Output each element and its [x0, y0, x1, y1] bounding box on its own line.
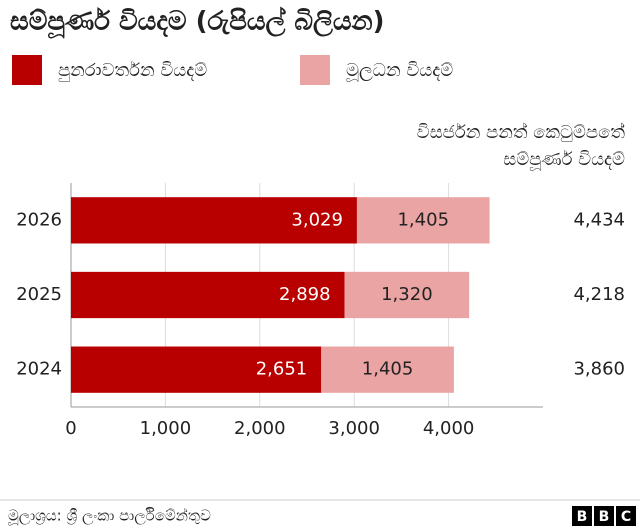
totals-header: විසර්ජන පනත් කෙටුම්පතේ	[417, 122, 626, 143]
y-tick-label: 2026	[16, 209, 62, 230]
value-label: 2,651	[256, 359, 308, 380]
logo-letter: B	[599, 509, 610, 525]
legend-label: පුනරාවර්තන වියදම්	[58, 60, 207, 81]
logo-box	[616, 506, 636, 526]
x-tick-label: 0	[65, 418, 76, 439]
y-tick-label: 2025	[16, 284, 62, 305]
bar-segment	[356, 197, 490, 244]
bar-segment	[321, 346, 454, 393]
totals-header: සම්පූර්ණ වියදම්	[503, 149, 625, 170]
legend-swatch	[12, 55, 42, 85]
logo-letter: B	[577, 509, 588, 525]
y-tick-label: 2024	[16, 359, 62, 380]
legend-label: මූලධන වියදම්	[346, 60, 453, 81]
value-label: 2,898	[279, 284, 331, 305]
logo-box	[594, 506, 614, 526]
x-tick-label: 3,000	[328, 418, 380, 439]
source: මූලාශ්‍රය: ශ්‍රී ලංකා පාර්ලිමේන්තුව	[8, 506, 211, 525]
value-label: 1,320	[381, 284, 433, 305]
total-label: 4,434	[573, 209, 625, 230]
value-label: 1,405	[362, 359, 414, 380]
chart-title: සම්පූර්ණ වියදම (රුපියල් බිලියන)	[10, 6, 385, 39]
bar-segment	[71, 346, 322, 393]
value-label: 3,029	[291, 209, 343, 230]
logo-letter: C	[621, 509, 631, 525]
x-tick-label: 4,000	[423, 418, 475, 439]
total-label: 3,860	[573, 359, 625, 380]
bar-segment	[344, 271, 470, 319]
x-tick-label: 1,000	[140, 418, 192, 439]
logo-box	[572, 506, 592, 526]
legend-swatch	[300, 55, 330, 85]
bar-segment	[71, 271, 345, 319]
bar-segment	[71, 197, 357, 244]
total-label: 4,218	[573, 284, 625, 305]
x-tick-label: 2,000	[234, 418, 286, 439]
value-label: 1,405	[397, 209, 449, 230]
